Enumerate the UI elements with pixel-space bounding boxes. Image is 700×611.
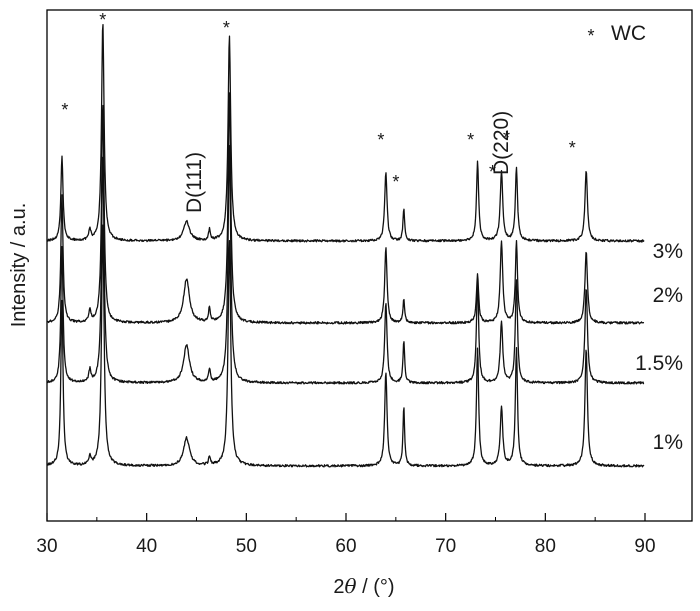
wc-marker-0: * (61, 100, 68, 120)
x-tick-label-50: 50 (236, 536, 257, 557)
curve-3% (46, 23, 645, 243)
x-tick-label-90: 90 (634, 536, 655, 557)
x-tick-label-80: 80 (535, 536, 556, 557)
annotation-d220: D(220) (490, 111, 513, 175)
plot-frame (46, 9, 693, 522)
wc-marker-4: * (392, 172, 399, 192)
x-axis-title-prefix: 2 (333, 576, 344, 598)
legend-marker: * (587, 26, 594, 46)
x-tick-label-70: 70 (435, 536, 456, 557)
x-axis-title-suffix: / (°) (357, 576, 395, 598)
wc-marker-5: * (467, 130, 474, 150)
series-label-1.5%: 1.5% (635, 352, 683, 375)
annotation-d111: D(111) (183, 152, 206, 213)
series-label-2%: 2% (653, 284, 683, 307)
legend-label: WC (611, 22, 646, 45)
wc-marker-6: * (489, 162, 496, 182)
x-axis-title-symbol: θ (345, 574, 357, 598)
x-axis-title: 2θ / (°) (333, 574, 394, 598)
series-label-3%: 3% (653, 240, 683, 263)
legend: * WC (587, 22, 646, 46)
x-tick-label-40: 40 (136, 536, 157, 557)
curve-1.5% (46, 144, 645, 385)
wc-marker-7: * (503, 128, 510, 148)
series-labels: 3% 2% 1.5% 1% (635, 240, 683, 454)
x-tick-label-60: 60 (335, 536, 356, 557)
wc-marker-1: * (99, 10, 106, 30)
wc-marker-8: * (569, 138, 576, 158)
x-tick-label-30: 30 (36, 536, 57, 557)
wc-marker-3: * (377, 130, 384, 150)
series-curves (46, 23, 645, 468)
wc-marker-2: * (223, 18, 230, 38)
wc-peak-markers: * * * * * * * * * (61, 10, 575, 192)
curve-2% (47, 92, 645, 325)
series-label-1%: 1% (653, 431, 683, 454)
y-axis-title: Intensity / a.u. (8, 203, 30, 328)
x-ticks: 30 40 50 60 70 80 90 (36, 513, 656, 557)
curve-1% (46, 224, 645, 468)
